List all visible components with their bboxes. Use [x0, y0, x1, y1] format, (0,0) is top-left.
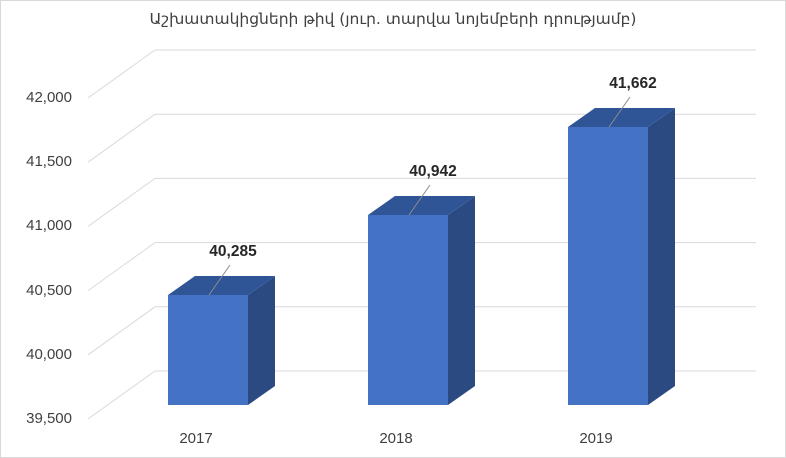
label-leader-lines	[208, 96, 631, 296]
x-tick-label: 2019	[579, 430, 613, 447]
x-tick-label: 2017	[179, 430, 213, 447]
y-tick-label: 41,500	[26, 153, 72, 171]
data-label: 41,662	[609, 75, 657, 92]
data-label: 40,285	[209, 243, 257, 260]
data-label: 40,942	[409, 163, 457, 180]
y-tick-label: 40,000	[26, 345, 72, 363]
chart-title: Աշխատակիցների թիվ (յուր. տարվա նոյեմբերի…	[149, 10, 637, 28]
y-tick-label: 42,000	[26, 89, 72, 106]
y-tick-label: 40,500	[26, 281, 72, 299]
y-tick-label: 41,000	[26, 217, 72, 235]
bars	[168, 108, 675, 405]
y-tick-label: 39,500	[26, 410, 72, 427]
x-tick-label: 2018	[379, 430, 413, 447]
